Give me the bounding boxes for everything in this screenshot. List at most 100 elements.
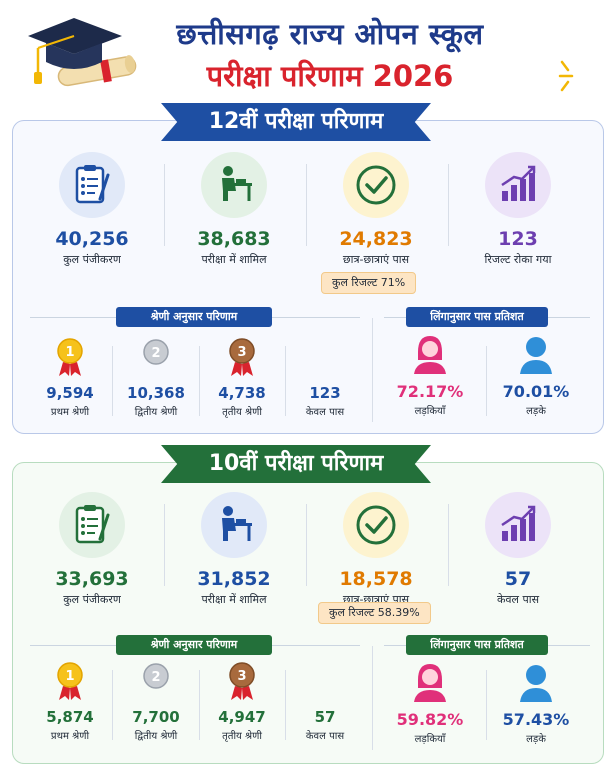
medal-rank: 2 — [151, 670, 160, 685]
gender-value: 70.01% — [502, 382, 570, 401]
stat-label: रिजल्ट रोका गया — [484, 253, 552, 266]
class10-division-heading: श्रेणी अनुसार परिणाम — [116, 635, 272, 655]
clipboard-icon — [59, 152, 125, 218]
class12-division-heading: श्रेणी अनुसार परिणाम — [116, 307, 272, 327]
division-value: 7,700 — [132, 708, 180, 726]
student-desk-icon — [201, 492, 267, 558]
graduation-cap-icon — [28, 18, 137, 87]
stat-label: छात्र-छात्राएं पास — [342, 253, 410, 266]
class12-overall-result: कुल रिजल्ट 71% — [321, 272, 417, 294]
division-label: तृतीय श्रेणी — [222, 407, 262, 418]
boy-icon — [520, 337, 552, 374]
division-label: केवल पास — [305, 731, 345, 742]
class10-division-pass-only: 57 केवल पास — [285, 708, 365, 742]
class10-ribbon: 10वीं परीक्षा परिणाम — [161, 445, 431, 483]
divider — [486, 346, 487, 416]
class10-gender-girls: 59.82% लड़कियाँ — [380, 662, 480, 745]
divider — [285, 346, 286, 416]
gender-label: लड़कियाँ — [414, 406, 446, 417]
stat-label: परीक्षा में शामिल — [201, 593, 267, 606]
class12-division-second: 2 10,368 द्वितीय श्रेणी — [116, 338, 196, 418]
page-title: छत्तीसगढ़ राज्य ओपन स्कूल — [176, 17, 484, 51]
class10-stat-pass-only: 57 केवल पास — [448, 492, 588, 607]
divider — [199, 346, 200, 416]
division-value: 10,368 — [127, 384, 185, 402]
divider — [372, 318, 373, 422]
sparkle-icon — [558, 60, 574, 92]
divider — [448, 164, 449, 246]
header: छत्तीसगढ़ राज्य ओपन स्कूल परीक्षा परिणाम… — [0, 0, 616, 108]
page-subtitle: परीक्षा परिणाम 2026 — [206, 59, 454, 93]
division-value: 57 — [314, 708, 336, 726]
girl-icon — [414, 664, 446, 702]
division-value: 4,738 — [218, 384, 266, 402]
clipboard-icon — [59, 492, 125, 558]
class12-stat-withheld: 123 रिजल्ट रोका गया — [448, 152, 588, 267]
medal-rank: 3 — [237, 345, 246, 360]
divider — [164, 504, 165, 586]
gender-label: लड़के — [526, 406, 546, 417]
stat-label: कुल पंजीकरण — [63, 253, 121, 266]
class10-division-first: 1 5,874 प्रथम श्रेणी — [30, 662, 110, 742]
division-label: केवल पास — [305, 407, 345, 418]
medal-rank: 3 — [237, 669, 246, 684]
class10-stat-passed: 18,578 छात्र-छात्राएं पास — [306, 492, 446, 607]
stat-value: 33,693 — [55, 568, 129, 590]
class10-gender-heading: लिंगानुसार पास प्रतिशत — [406, 635, 548, 655]
division-label: प्रथम श्रेणी — [50, 731, 90, 742]
girl-icon — [414, 336, 446, 374]
divider — [306, 164, 307, 246]
divider — [199, 670, 200, 740]
divider — [448, 504, 449, 586]
student-desk-icon — [201, 152, 267, 218]
stat-value: 123 — [498, 228, 538, 250]
class10-stat-appeared: 31,852 परीक्षा में शामिल — [164, 492, 304, 607]
class10-stat-registered: 33,693 कुल पंजीकरण — [22, 492, 162, 607]
divider — [306, 504, 307, 586]
silver-medal-icon: 2 — [141, 662, 171, 702]
stat-value: 18,578 — [339, 568, 413, 590]
class10-division-second: 2 7,700 द्वितीय श्रेणी — [116, 662, 196, 742]
divider — [372, 646, 373, 750]
class10-overall-result: कुल रिजल्ट 58.39% — [318, 602, 431, 624]
class12-division-third: 3 4,738 तृतीय श्रेणी — [202, 338, 282, 418]
stat-value: 57 — [504, 568, 532, 590]
division-value: 5,874 — [46, 708, 94, 726]
division-value: 4,947 — [218, 708, 266, 726]
class12-stat-appeared: 38,683 परीक्षा में शामिल — [164, 152, 304, 267]
divider — [285, 670, 286, 740]
class12-stat-registered: 40,256 कुल पंजीकरण — [22, 152, 162, 267]
divider — [112, 346, 113, 416]
silver-medal-icon: 2 — [141, 338, 171, 378]
divider — [164, 164, 165, 246]
division-value: 9,594 — [46, 384, 94, 402]
gold-medal-icon: 1 — [55, 338, 85, 378]
class12-gender-boys: 70.01% लड़के — [486, 334, 586, 417]
gender-value: 72.17% — [396, 382, 464, 401]
class10-gender-boys: 57.43% लड़के — [486, 662, 586, 745]
bronze-medal-icon: 3 — [227, 338, 257, 378]
gold-medal-icon: 1 — [55, 662, 85, 702]
growth-chart-icon — [485, 152, 551, 218]
class12-division-pass-only: 123 केवल पास — [285, 384, 365, 418]
class12-ribbon: 12वीं परीक्षा परिणाम — [161, 103, 431, 141]
stat-label: परीक्षा में शामिल — [201, 253, 267, 266]
gender-value: 59.82% — [396, 710, 464, 729]
stat-label: केवल पास — [496, 593, 540, 606]
stat-value: 40,256 — [55, 228, 129, 250]
stat-value: 31,852 — [197, 568, 271, 590]
medal-rank: 1 — [65, 669, 74, 684]
stat-label: कुल पंजीकरण — [63, 593, 121, 606]
division-label: तृतीय श्रेणी — [222, 731, 262, 742]
class12-gender-heading: लिंगानुसार पास प्रतिशत — [406, 307, 548, 327]
class12-stat-passed: 24,823 छात्र-छात्राएं पास — [306, 152, 446, 267]
division-label: द्वितीय श्रेणी — [134, 407, 178, 418]
stat-value: 38,683 — [197, 228, 271, 250]
growth-chart-icon — [485, 492, 551, 558]
gender-value: 57.43% — [502, 710, 570, 729]
medal-rank: 1 — [65, 345, 74, 360]
class12-division-first: 1 9,594 प्रथम श्रेणी — [30, 338, 110, 418]
gender-label: लड़के — [526, 734, 546, 745]
check-circle-icon — [343, 152, 409, 218]
bronze-medal-icon: 3 — [227, 662, 257, 702]
